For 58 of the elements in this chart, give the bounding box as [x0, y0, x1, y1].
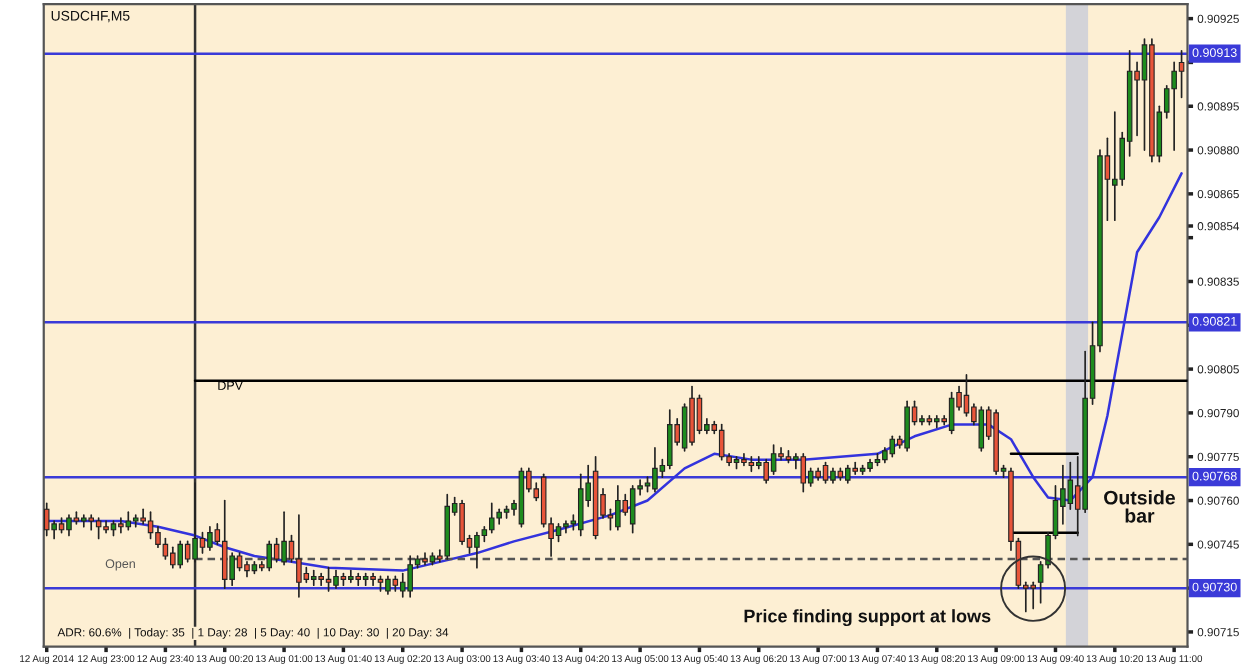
candlestick: [199, 531, 206, 554]
candlestick: [147, 511, 154, 540]
candlestick: [1112, 111, 1118, 221]
candlestick: [763, 458, 769, 484]
candlestick: [696, 394, 703, 435]
candlestick: [310, 569, 317, 587]
candlestick: [184, 540, 191, 563]
candlestick: [221, 499, 228, 589]
candlestick: [852, 461, 858, 476]
candlestick: [822, 461, 829, 484]
candlestick: [325, 566, 332, 592]
candlestick: [103, 520, 109, 534]
candlestick: [43, 502, 50, 537]
candlestick: [963, 374, 970, 417]
candlestick: [488, 502, 495, 534]
candlestick: [296, 514, 302, 598]
candlestick: [207, 525, 213, 552]
candlestick: [904, 400, 910, 452]
candlestick: [177, 540, 184, 569]
annotation: Price finding support at lows: [744, 609, 991, 627]
candlestick: [689, 385, 695, 446]
candlestick: [407, 555, 413, 598]
candlestick: [281, 511, 287, 566]
candlestick: [718, 423, 725, 461]
candlestick: [948, 391, 955, 435]
candlestick: [273, 537, 280, 563]
candlestick: [577, 473, 584, 537]
candlestick: [934, 414, 940, 429]
candlestick: [118, 517, 124, 534]
candlestick: [1171, 61, 1177, 151]
candlestick: [800, 452, 807, 493]
candlestick: [170, 546, 176, 569]
candlestick: [348, 569, 354, 584]
candlestick: [1178, 49, 1185, 99]
candlestick: [318, 572, 324, 587]
candlestick: [629, 485, 636, 534]
candlestick: [162, 537, 169, 560]
candlestick: [266, 540, 273, 572]
candlestick: [741, 452, 747, 467]
candlestick: [978, 406, 985, 452]
annotation: Outside bar: [1104, 490, 1175, 523]
candlestick: [399, 572, 406, 598]
candlestick: [681, 403, 688, 452]
candlestick: [666, 409, 673, 470]
candlestick: [474, 531, 480, 569]
candlestick: [370, 572, 376, 587]
candlestick: [66, 514, 72, 537]
candlestick: [192, 482, 198, 563]
candlestick: [155, 525, 161, 549]
candlestick: [459, 499, 465, 546]
candlestick: [563, 520, 569, 534]
candlestick: [615, 485, 621, 531]
candlestick: [652, 447, 658, 493]
candlestick: [95, 517, 102, 540]
candlestick: [1030, 581, 1037, 610]
candlestick: [889, 435, 896, 458]
candlestick: [1141, 38, 1148, 151]
candlestick: [770, 444, 777, 476]
